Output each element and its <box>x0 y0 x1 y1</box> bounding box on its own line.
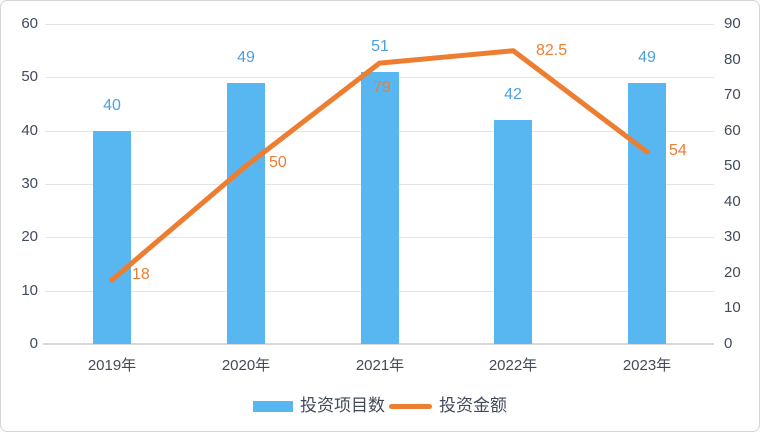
y-axis-right-tick: 0 <box>724 335 733 352</box>
line-series <box>109 48 650 283</box>
legend: 投资项目数 投资金额 <box>1 393 759 419</box>
y-axis-left-tick: 20 <box>21 228 38 245</box>
legend-label-bars: 投资项目数 <box>300 396 385 415</box>
y-axis-left-tick: 30 <box>21 175 38 192</box>
line-value-label: 54 <box>669 142 687 159</box>
x-axis-category-label: 2020年 <box>221 357 271 374</box>
y-axis-left-tick: 60 <box>21 15 38 32</box>
bar-value-label: 49 <box>638 49 656 66</box>
y-axis-right-tick: 80 <box>724 51 741 68</box>
line-value-label: 18 <box>132 266 150 283</box>
bar <box>628 83 666 344</box>
y-axis-right-tick: 90 <box>724 15 741 32</box>
y-axis-left-tick: 40 <box>21 122 38 139</box>
x-axis-category-label: 2023年 <box>622 357 672 374</box>
bar <box>494 120 532 344</box>
line-value-label: 50 <box>269 154 287 171</box>
line-value-label: 82.5 <box>536 42 568 59</box>
legend-label-line: 投资金额 <box>439 396 507 415</box>
y-axis-left-tick: 0 <box>29 335 38 352</box>
legend-line-swatch-icon <box>389 403 432 409</box>
bar <box>93 131 131 344</box>
x-axis-category-label: 2019年 <box>87 357 137 374</box>
investment-amount-line <box>109 48 650 283</box>
y-axis-right-tick: 70 <box>724 86 741 103</box>
y-axis-right-tick: 20 <box>724 264 741 281</box>
bar-value-label: 40 <box>103 97 121 114</box>
bar <box>227 83 265 344</box>
y-axis-right-tick: 10 <box>724 299 741 316</box>
y-axis-right-tick: 40 <box>724 193 741 210</box>
x-axis-category-label: 2022年 <box>488 357 538 374</box>
y-axis-right-tick: 60 <box>724 122 741 139</box>
x-axis-line <box>43 343 714 345</box>
bar-value-label: 49 <box>237 49 255 66</box>
legend-bar-swatch-icon <box>253 400 293 412</box>
gridline <box>45 24 714 25</box>
y-axis-left-tick: 50 <box>21 68 38 85</box>
y-axis-right-tick: 50 <box>724 157 741 174</box>
x-axis-category-label: 2021年 <box>355 357 405 374</box>
y-axis-left-tick: 10 <box>21 282 38 299</box>
bar-value-label: 42 <box>504 86 522 103</box>
y-axis-right-tick: 30 <box>724 228 741 245</box>
bar-value-label: 51 <box>371 38 389 55</box>
line-value-label: 79 <box>373 79 391 96</box>
bar <box>361 72 399 344</box>
